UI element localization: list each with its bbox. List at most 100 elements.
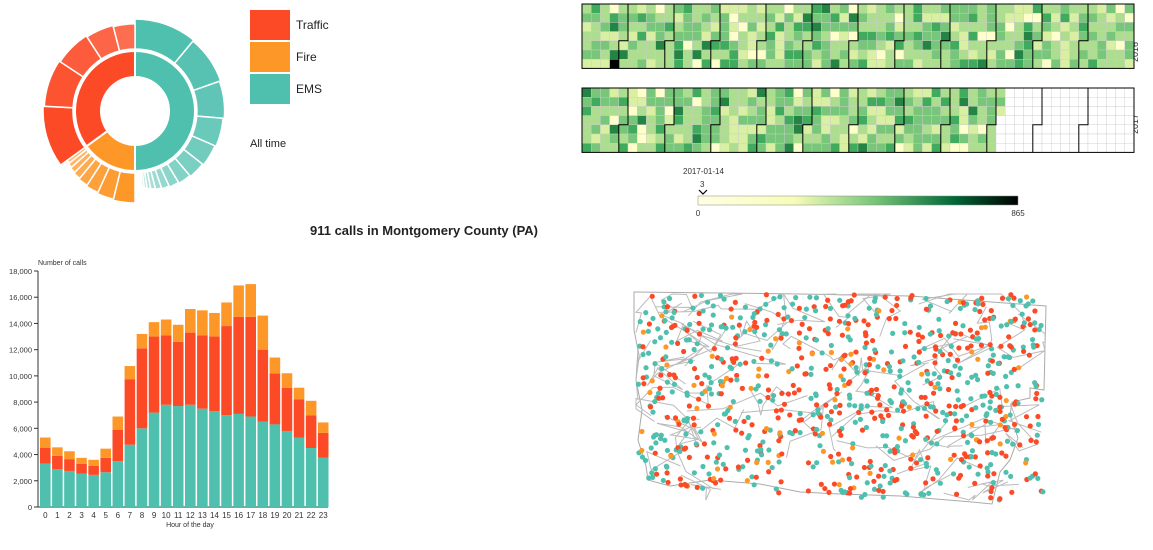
bar-segment-traffic[interactable] (76, 464, 87, 474)
calendar-day-cell[interactable] (886, 50, 895, 59)
calendar-day-cell[interactable] (950, 13, 959, 22)
calendar-day-cell[interactable] (766, 32, 775, 41)
incident-point-ems[interactable] (1005, 439, 1010, 444)
incident-point-fire[interactable] (821, 449, 826, 454)
calendar-day-cell[interactable] (656, 13, 665, 22)
calendar-day-cell[interactable] (849, 106, 858, 115)
incident-point-ems[interactable] (1016, 383, 1021, 388)
incident-point-ems[interactable] (655, 326, 660, 331)
incident-point-ems[interactable] (719, 357, 724, 362)
calendar-day-cell[interactable] (702, 116, 711, 125)
incident-point-ems[interactable] (743, 305, 748, 310)
incident-point-ems[interactable] (959, 418, 964, 423)
incident-point-traffic[interactable] (842, 353, 847, 358)
calendar-day-cell[interactable] (858, 97, 867, 106)
calendar-day-cell[interactable] (904, 116, 913, 125)
calendar-day-cell[interactable] (656, 106, 665, 115)
calendar-day-cell[interactable] (959, 22, 968, 31)
calendar-day-cell[interactable] (996, 97, 1005, 106)
calendar-day-cell[interactable] (996, 59, 1005, 68)
calendar-day-cell[interactable] (1097, 50, 1106, 59)
calendar-day-cell[interactable] (1060, 50, 1069, 59)
incident-point-ems[interactable] (664, 330, 669, 335)
incident-point-traffic[interactable] (650, 294, 655, 299)
incident-point-ems[interactable] (747, 433, 752, 438)
calendar-day-cell[interactable] (600, 106, 609, 115)
incident-point-traffic[interactable] (713, 480, 718, 485)
bar-segment-traffic[interactable] (125, 379, 136, 445)
calendar-day-cell[interactable] (1106, 88, 1115, 97)
incident-point-fire[interactable] (668, 454, 673, 459)
incident-point-traffic[interactable] (779, 451, 784, 456)
calendar-day-cell[interactable] (582, 97, 591, 106)
incident-point-traffic[interactable] (954, 492, 959, 497)
calendar-day-cell[interactable] (996, 134, 1005, 143)
incident-point-ems[interactable] (874, 312, 879, 317)
calendar-day-cell[interactable] (1097, 4, 1106, 13)
calendar-day-cell[interactable] (775, 59, 784, 68)
incident-point-fire[interactable] (650, 378, 655, 383)
bar-segment-fire[interactable] (294, 388, 305, 400)
incident-point-fire[interactable] (1004, 398, 1009, 403)
incident-point-traffic[interactable] (1035, 414, 1040, 419)
incident-point-ems[interactable] (706, 471, 711, 476)
calendar-day-cell[interactable] (1042, 4, 1051, 13)
calendar-day-cell[interactable] (674, 22, 683, 31)
calendar-day-cell[interactable] (1116, 125, 1125, 134)
calendar-day-cell[interactable] (812, 106, 821, 115)
calendar-day-cell[interactable] (757, 32, 766, 41)
incident-point-ems[interactable] (650, 410, 655, 415)
incident-point-traffic[interactable] (861, 318, 866, 323)
calendar-day-cell[interactable] (729, 134, 738, 143)
bar-segment-fire[interactable] (209, 313, 220, 337)
calendar-day-cell[interactable] (766, 59, 775, 68)
incident-point-traffic[interactable] (908, 466, 913, 471)
calendar-day-cell[interactable] (784, 143, 793, 152)
calendar-day-cell[interactable] (1060, 143, 1069, 152)
calendar-day-cell[interactable] (748, 59, 757, 68)
calendar-day-cell[interactable] (867, 97, 876, 106)
incident-point-ems[interactable] (915, 406, 920, 411)
incident-point-traffic[interactable] (1033, 471, 1038, 476)
calendar-day-cell[interactable] (720, 22, 729, 31)
calendar-day-cell[interactable] (1070, 32, 1079, 41)
incident-point-ems[interactable] (1030, 298, 1035, 303)
calendar-day-cell[interactable] (720, 32, 729, 41)
incident-point-ems[interactable] (1010, 442, 1015, 447)
incident-point-ems[interactable] (692, 347, 697, 352)
calendar-day-cell[interactable] (784, 88, 793, 97)
incident-point-ems[interactable] (938, 481, 943, 486)
incident-point-ems[interactable] (738, 362, 743, 367)
calendar-day-cell[interactable] (959, 116, 968, 125)
calendar-day-cell[interactable] (738, 97, 747, 106)
incident-point-traffic[interactable] (665, 304, 670, 309)
calendar-day-cell[interactable] (886, 106, 895, 115)
calendar-day-cell[interactable] (978, 41, 987, 50)
calendar-day-cell[interactable] (720, 88, 729, 97)
incident-point-ems[interactable] (967, 464, 972, 469)
calendar-day-cell[interactable] (628, 41, 637, 50)
calendar-day-cell[interactable] (1033, 22, 1042, 31)
incident-point-traffic[interactable] (876, 393, 881, 398)
calendar-day-cell[interactable] (1024, 97, 1033, 106)
incident-point-ems[interactable] (1032, 320, 1037, 325)
calendar-day-cell[interactable] (996, 143, 1005, 152)
incident-point-traffic[interactable] (837, 403, 842, 408)
incident-point-traffic[interactable] (692, 422, 697, 427)
incident-point-ems[interactable] (638, 319, 643, 324)
incident-point-traffic[interactable] (901, 408, 906, 413)
calendar-day-cell[interactable] (803, 59, 812, 68)
incident-point-traffic[interactable] (983, 418, 988, 423)
calendar-day-cell[interactable] (766, 88, 775, 97)
calendar-day-cell[interactable] (1014, 88, 1023, 97)
bar-segment-traffic[interactable] (185, 333, 196, 405)
calendar-day-cell[interactable] (821, 116, 830, 125)
incident-point-fire[interactable] (729, 314, 734, 319)
calendar-day-cell[interactable] (757, 97, 766, 106)
incident-point-ems[interactable] (753, 386, 758, 391)
incident-point-ems[interactable] (897, 374, 902, 379)
incident-point-fire[interactable] (969, 349, 974, 354)
calendar-day-cell[interactable] (729, 125, 738, 134)
incident-point-ems[interactable] (929, 440, 934, 445)
incident-point-ems[interactable] (809, 366, 814, 371)
